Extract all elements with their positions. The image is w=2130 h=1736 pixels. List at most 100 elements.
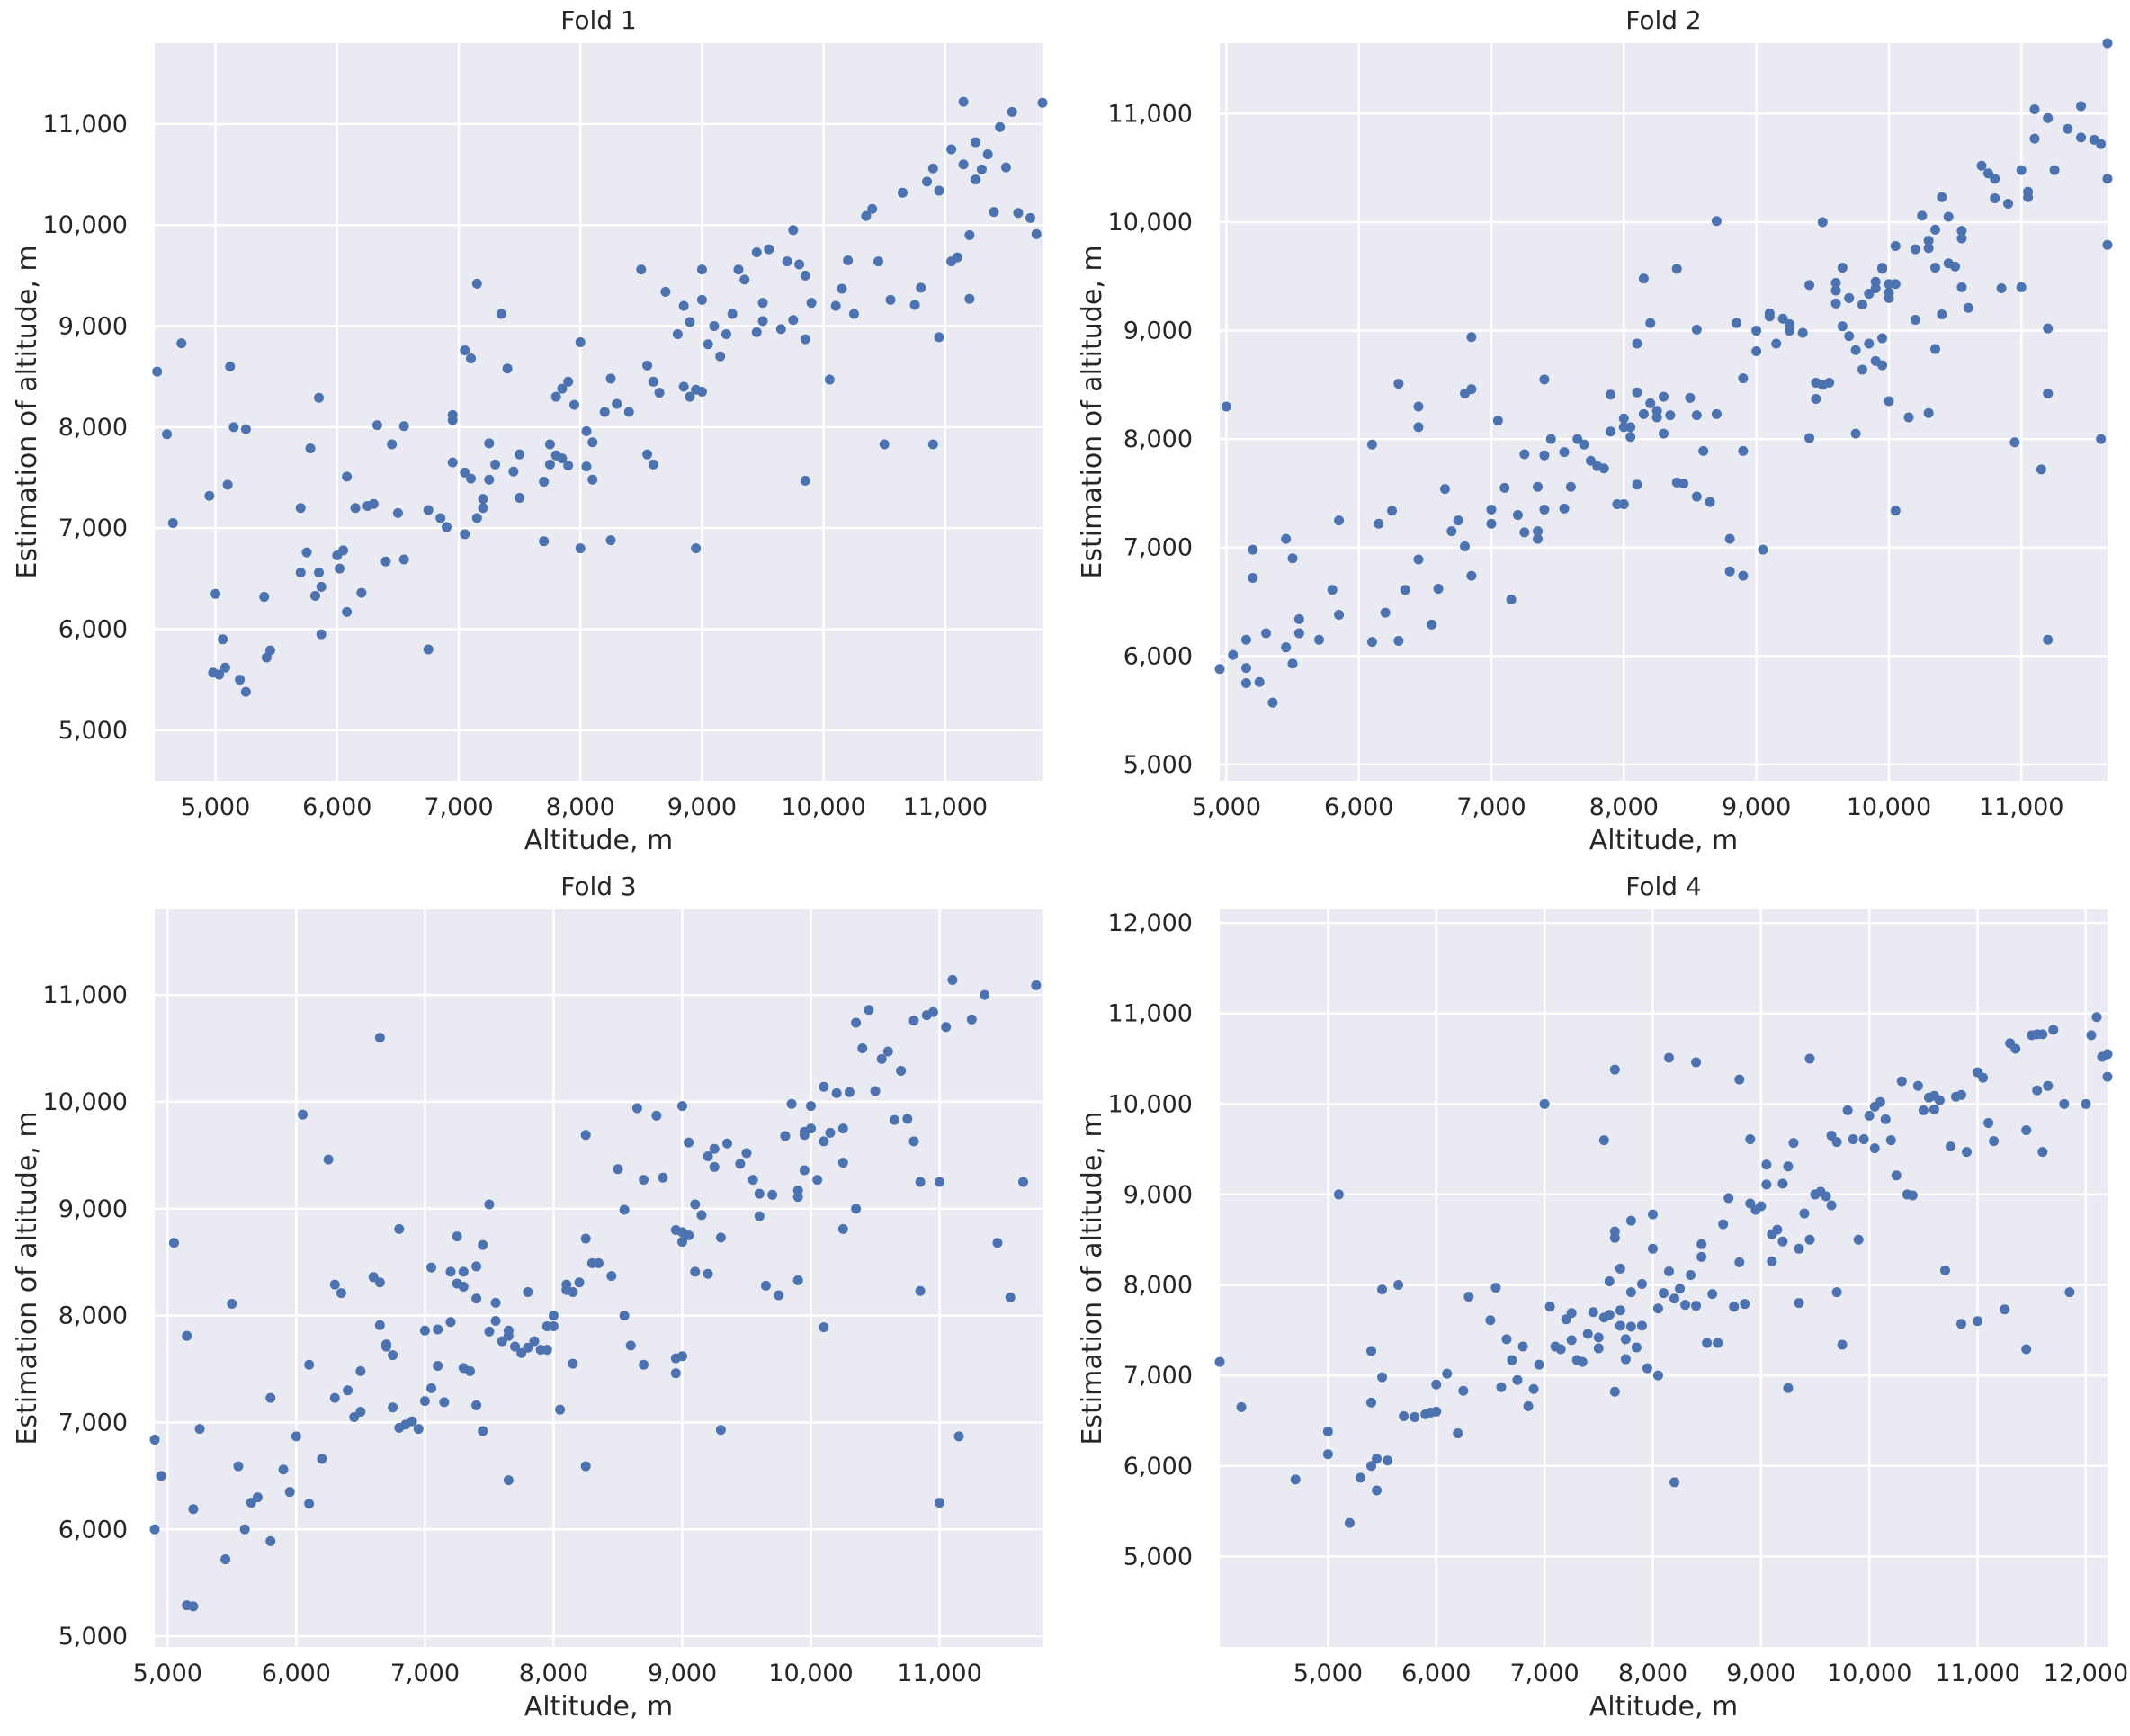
data-point bbox=[587, 437, 598, 448]
data-point bbox=[452, 1231, 462, 1242]
data-point bbox=[958, 159, 969, 170]
data-point bbox=[1777, 1178, 1788, 1189]
data-point bbox=[1696, 1251, 1707, 1262]
data-point bbox=[1400, 585, 1410, 595]
data-point bbox=[1740, 1299, 1750, 1310]
fold-1-chart: 5,000 6,000 7,000 8,000 9,000 10,000 11,000 5,0… bbox=[12, 5, 1048, 856]
y-tick-label: 8,000 bbox=[58, 414, 128, 442]
data-point bbox=[284, 1487, 295, 1498]
data-point bbox=[1000, 162, 1011, 173]
data-point bbox=[204, 490, 215, 501]
data-point bbox=[323, 1154, 334, 1165]
data-point bbox=[1804, 280, 1815, 291]
data-point bbox=[1413, 401, 1424, 412]
data-point bbox=[1884, 287, 1894, 298]
data-point bbox=[879, 439, 890, 450]
data-point bbox=[329, 1279, 340, 1290]
data-point bbox=[1555, 1344, 1566, 1355]
x-tick-label: 8,000 bbox=[519, 1660, 588, 1687]
data-point bbox=[392, 507, 403, 518]
data-point bbox=[1645, 318, 1656, 328]
data-point bbox=[182, 1330, 192, 1341]
data-point bbox=[1830, 278, 1841, 288]
data-point bbox=[812, 1175, 823, 1186]
data-point bbox=[1848, 1134, 1858, 1145]
data-point bbox=[235, 675, 246, 685]
data-point bbox=[301, 547, 312, 558]
data-point bbox=[660, 286, 671, 297]
data-point bbox=[1937, 309, 1947, 319]
data-point bbox=[1377, 1284, 1388, 1295]
data-point bbox=[1831, 1287, 1842, 1298]
data-point bbox=[1837, 1339, 1848, 1350]
data-point bbox=[824, 374, 835, 385]
y-tick-label: 7,000 bbox=[58, 1409, 128, 1436]
data-point bbox=[1923, 407, 1934, 418]
data-point bbox=[2076, 101, 2087, 112]
data-point bbox=[1031, 980, 1042, 990]
data-point bbox=[908, 1016, 919, 1026]
data-point bbox=[844, 1087, 855, 1097]
data-point bbox=[1625, 1287, 1636, 1298]
data-point bbox=[460, 345, 470, 355]
data-point bbox=[799, 1165, 810, 1176]
data-point bbox=[1718, 1219, 1729, 1230]
data-point bbox=[1593, 1332, 1604, 1343]
data-point bbox=[642, 360, 653, 371]
fold-1-panel: 5,000 6,000 7,000 8,000 9,000 10,000 11,000 5,0… bbox=[0, 0, 1065, 866]
y-axis-label: Estimation of altitude, m bbox=[12, 245, 43, 578]
data-point bbox=[619, 1311, 630, 1321]
data-point bbox=[927, 439, 938, 450]
data-point bbox=[188, 1504, 199, 1515]
data-point bbox=[1797, 327, 1808, 338]
data-point bbox=[1585, 455, 1596, 466]
data-point bbox=[1615, 1305, 1625, 1316]
data-point bbox=[612, 398, 622, 409]
data-point bbox=[1671, 264, 1682, 274]
data-point bbox=[658, 1172, 668, 1183]
data-point bbox=[1598, 1135, 1609, 1146]
data-point bbox=[380, 1341, 391, 1352]
data-point bbox=[2016, 165, 2027, 175]
data-point bbox=[1912, 1080, 1923, 1091]
data-point bbox=[1751, 345, 1762, 356]
data-point bbox=[490, 1316, 501, 1327]
data-point bbox=[715, 1232, 726, 1243]
data-point bbox=[419, 1325, 430, 1336]
data-point bbox=[1507, 1355, 1517, 1365]
data-point bbox=[228, 422, 239, 433]
data-point bbox=[471, 1293, 482, 1304]
data-point bbox=[843, 255, 854, 266]
data-point bbox=[703, 1268, 713, 1279]
data-point bbox=[342, 606, 353, 617]
data-point bbox=[1293, 613, 1304, 624]
data-point bbox=[1982, 168, 1993, 179]
data-point bbox=[1463, 1292, 1474, 1302]
data-point bbox=[355, 1365, 366, 1376]
y-tick-label: 8,000 bbox=[1123, 1272, 1193, 1300]
data-point bbox=[648, 459, 658, 470]
data-point bbox=[342, 471, 353, 482]
data-point bbox=[754, 1211, 765, 1221]
data-point bbox=[2010, 1043, 2021, 1054]
data-point bbox=[1956, 1089, 1967, 1100]
data-point bbox=[1943, 211, 1954, 222]
data-point bbox=[1636, 1279, 1647, 1290]
data-point bbox=[676, 1101, 687, 1112]
data-point bbox=[398, 421, 409, 432]
data-point bbox=[1593, 1343, 1604, 1354]
data-point bbox=[916, 282, 926, 293]
data-point bbox=[1604, 1276, 1615, 1287]
data-point bbox=[1869, 1143, 1880, 1154]
data-point bbox=[194, 1424, 205, 1435]
data-point bbox=[291, 1431, 301, 1442]
data-point bbox=[502, 363, 513, 374]
plot-area bbox=[155, 909, 1043, 1647]
data-point bbox=[806, 1101, 817, 1112]
data-point bbox=[2021, 1344, 2032, 1355]
data-point bbox=[1413, 422, 1424, 433]
data-point bbox=[676, 1237, 687, 1248]
data-point bbox=[445, 1317, 456, 1328]
data-point bbox=[1636, 1320, 1647, 1331]
data-point bbox=[329, 1392, 340, 1403]
